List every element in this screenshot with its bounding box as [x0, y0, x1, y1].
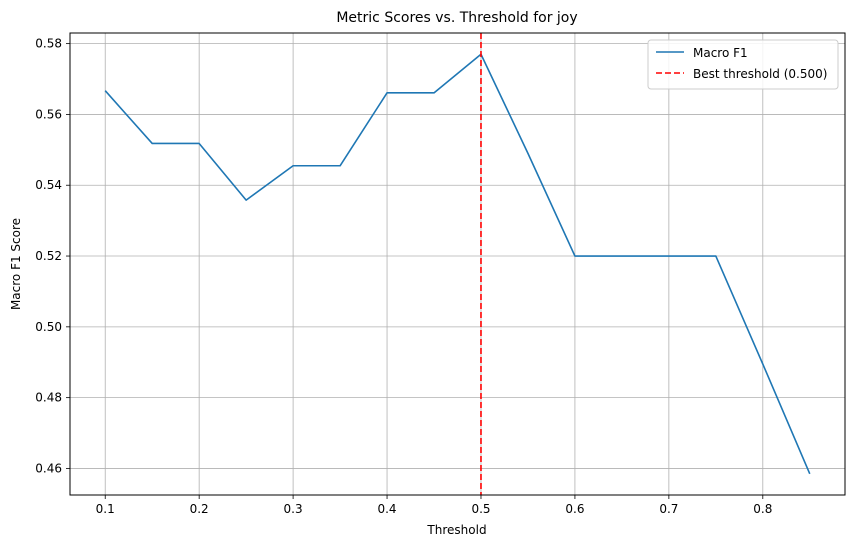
x-tick-label: 0.8 — [753, 502, 772, 516]
y-tick-label: 0.54 — [35, 178, 62, 192]
y-tick-label: 0.46 — [35, 461, 62, 475]
grid — [70, 33, 845, 495]
x-tick-label: 0.1 — [96, 502, 115, 516]
chart-title: Metric Scores vs. Threshold for joy — [336, 10, 577, 26]
y-axis-label: Macro F1 Score — [9, 218, 23, 310]
legend-box — [647, 39, 839, 90]
axis-ticks: 0.1 0.2 0.3 0.4 0.5 0.6 0.7 0.8 0.46 0.48 0.50 0.52… — [35, 37, 772, 516]
x-tick-label: 0.7 — [659, 502, 678, 516]
x-tick-label: 0.3 — [284, 502, 303, 516]
y-tick-label: 0.52 — [35, 249, 62, 263]
series-line-macro-f1 — [104, 53, 811, 475]
plot-area — [104, 33, 811, 495]
x-tick-label: 0.5 — [471, 502, 490, 516]
legend-label-macro-f1: Macro F1 — [693, 46, 748, 60]
x-tick-label: 0.2 — [190, 502, 209, 516]
legend-label-best-threshold: Best threshold (0.500) — [693, 67, 827, 81]
y-tick-label: 0.56 — [35, 107, 62, 121]
y-tick-label: 0.58 — [35, 37, 62, 51]
legend: Macro F1 Best threshold (0.500) — [647, 39, 839, 90]
x-tick-label: 0.4 — [377, 502, 396, 516]
axes-frame — [69, 32, 846, 496]
x-tick-label: 0.6 — [565, 502, 584, 516]
y-tick-label: 0.48 — [35, 391, 62, 405]
x-axis-label: Threshold — [426, 523, 486, 537]
y-tick-label: 0.50 — [35, 320, 62, 334]
